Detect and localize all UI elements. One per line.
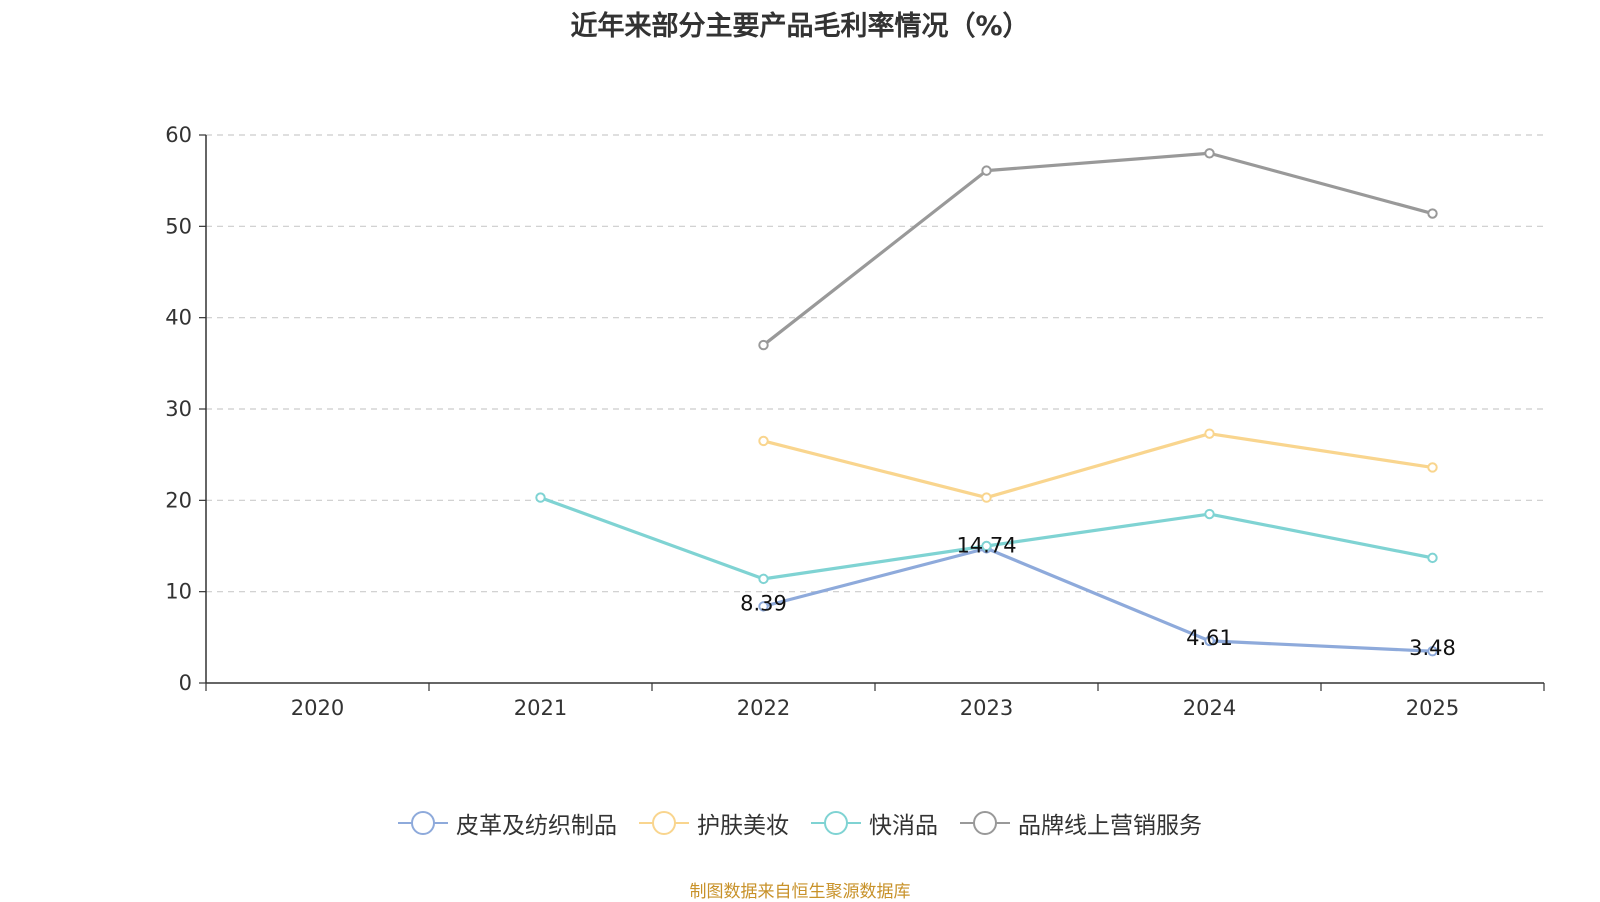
legend-swatch-icon: [960, 811, 1010, 835]
data-point: [981, 492, 992, 503]
data-point: [1427, 462, 1438, 473]
data-point: [1427, 646, 1438, 657]
legend-swatch-icon: [398, 811, 448, 835]
data-label: 14.74: [956, 533, 1016, 557]
legend-item[interactable]: 护肤美妆: [639, 806, 789, 840]
x-tick-label: 2024: [1183, 696, 1236, 720]
series-lines: [535, 148, 1438, 657]
series-1: [758, 428, 1438, 503]
series-line: [763, 432, 1433, 500]
x-tick-label: 2020: [291, 696, 344, 720]
data-label: 4.61: [1186, 626, 1233, 650]
x-tick-label: 2021: [514, 696, 567, 720]
source-note: 制图数据来自恒生聚源数据库: [689, 882, 911, 902]
data-point: [758, 573, 769, 585]
legend-label: 品牌线上营销服务: [1018, 813, 1202, 839]
data-point: [981, 540, 992, 552]
series-3: [758, 148, 1438, 351]
x-tick-label: 2022: [737, 696, 790, 720]
data-point: [758, 339, 769, 351]
data-point: [1204, 508, 1215, 520]
data-point: [981, 165, 992, 176]
y-tick-label: 60: [165, 123, 192, 147]
legend-item[interactable]: 快消品: [811, 806, 938, 840]
data-point: [1427, 552, 1438, 564]
data-point: [1427, 208, 1438, 219]
data-point: [1204, 148, 1215, 159]
y-tick-label: 10: [165, 580, 192, 604]
chart-title: 近年来部分主要产品毛利率情况（%）: [570, 11, 1030, 42]
data-labels: 8.39 14.74 4.61 3.48: [740, 533, 1456, 660]
legend-item[interactable]: 皮革及纺织制品: [398, 806, 617, 840]
legend-swatch-icon: [811, 811, 861, 835]
data-point: [758, 601, 769, 612]
legend-label: 护肤美妆: [697, 813, 789, 839]
y-tick-label: 30: [165, 397, 192, 421]
data-label: 8.39: [740, 591, 787, 615]
y-tick-label: 20: [165, 488, 192, 512]
legend-label: 快消品: [869, 813, 938, 839]
series-0: [758, 543, 1438, 657]
legend: 皮革及纺织制品 护肤美妆 快消品 品牌线上营销服务: [0, 806, 1600, 840]
data-point: [1204, 428, 1215, 439]
legend-item[interactable]: 品牌线上营销服务: [960, 806, 1202, 840]
y-tick-label: 0: [179, 671, 192, 695]
data-point: [758, 435, 769, 447]
gridlines: [206, 134, 1544, 593]
series-line: [763, 546, 1433, 653]
data-point: [535, 492, 546, 503]
y-tick-label: 40: [165, 306, 192, 330]
axes: 0 10 20 30 40 50 60 2020 2021 2022 2023 2024 2025: [165, 123, 1545, 720]
y-tick-label: 50: [165, 214, 192, 238]
data-label: 3.48: [1409, 636, 1456, 660]
legend-swatch-icon: [639, 811, 689, 835]
x-tick-label: 2023: [960, 696, 1013, 720]
x-tick-label: 2025: [1406, 696, 1459, 720]
series-line: [762, 151, 1433, 347]
series-2: [535, 492, 1438, 585]
data-point: [1204, 635, 1215, 647]
legend-label: 皮革及纺织制品: [456, 813, 617, 839]
